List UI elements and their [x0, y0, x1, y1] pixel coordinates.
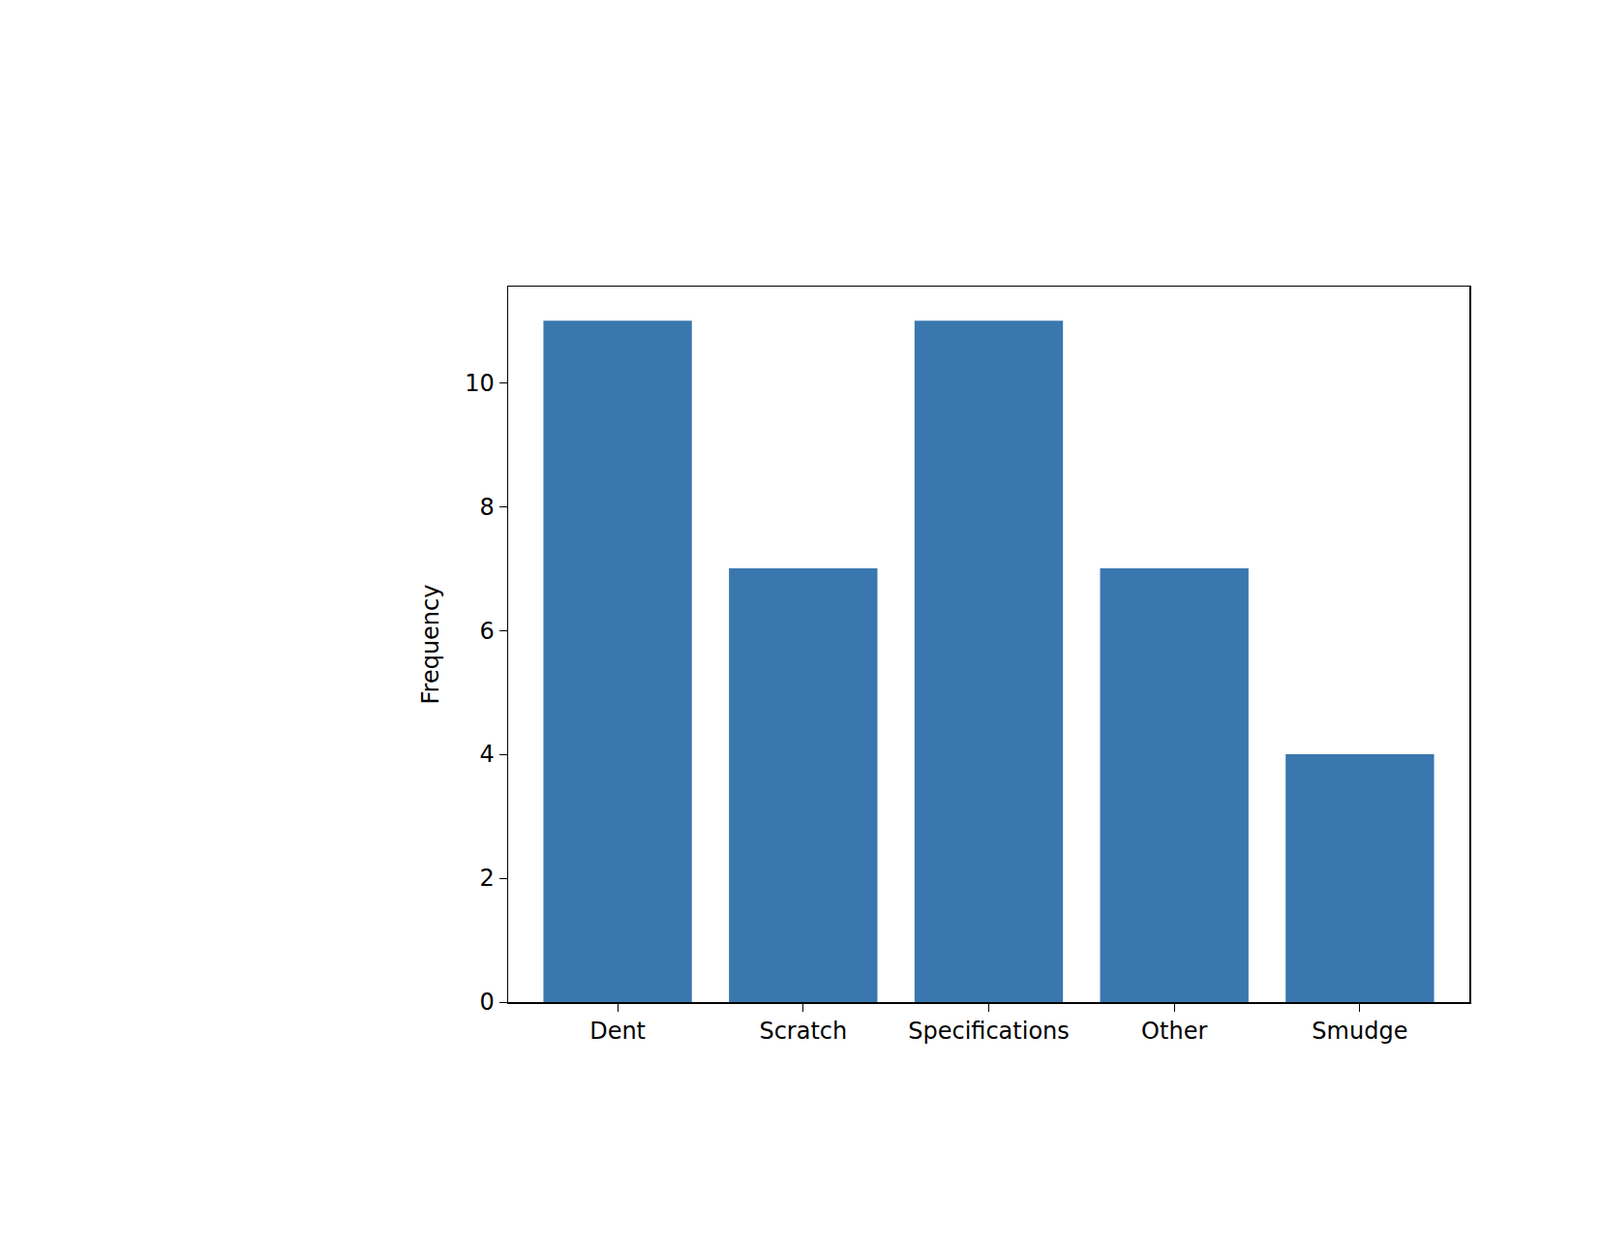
svg-text:8: 8: [479, 493, 494, 521]
svg-text:Specifications: Specifications: [907, 1017, 1070, 1045]
svg-text:Dent: Dent: [589, 1017, 646, 1045]
svg-text:2: 2: [479, 864, 494, 892]
svg-text:Smudge: Smudge: [1311, 1017, 1408, 1045]
svg-text:0: 0: [479, 988, 494, 1016]
svg-text:Scratch: Scratch: [758, 1017, 847, 1045]
svg-text:4: 4: [479, 740, 494, 768]
svg-text:Frequency: Frequency: [417, 584, 445, 705]
svg-text:Other: Other: [1141, 1017, 1208, 1045]
svg-text:10: 10: [464, 369, 495, 397]
svg-text:6: 6: [479, 617, 494, 645]
